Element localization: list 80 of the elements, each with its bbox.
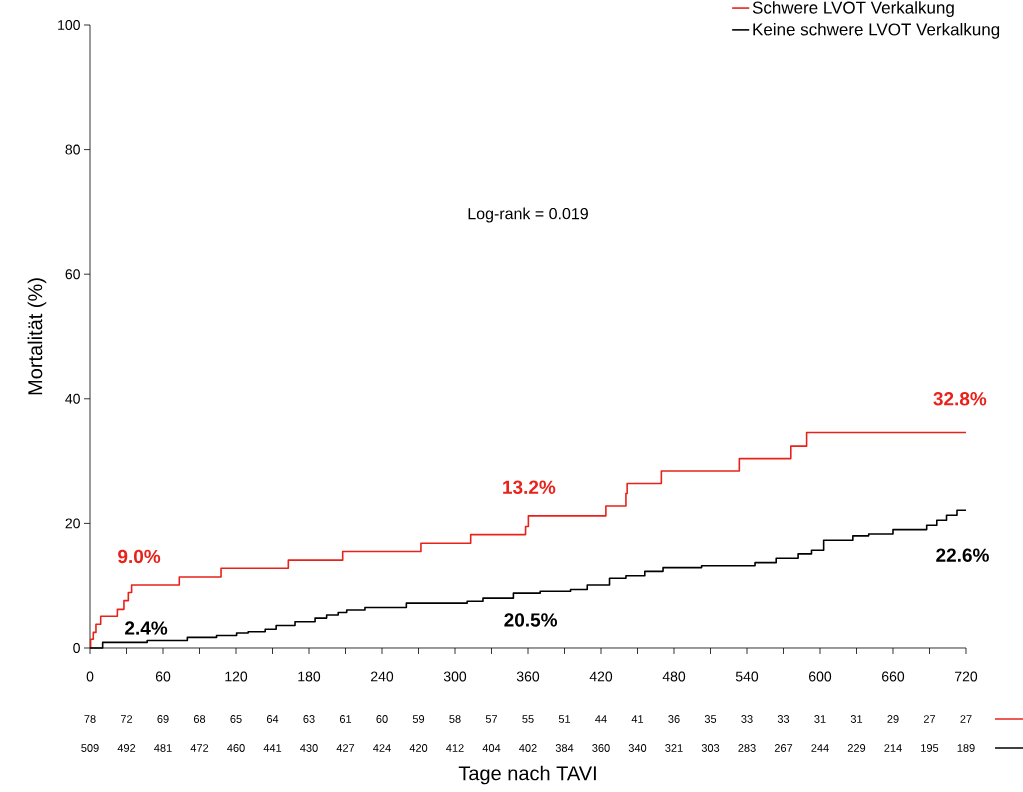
x-tick-label: 0 <box>86 671 94 682</box>
text: 303 <box>701 744 720 752</box>
text: 51 <box>558 715 571 723</box>
text: 33 <box>777 715 790 723</box>
text: 58 <box>449 715 461 723</box>
text: 61 <box>339 715 352 723</box>
text: 57 <box>485 715 498 723</box>
text: 424 <box>373 744 391 752</box>
y-tick-label: 80 <box>65 144 80 155</box>
annotation: 20.5% <box>504 613 558 627</box>
legend-label: Keine schwere LVOT Verkalkung <box>753 22 1000 39</box>
annotation: 2.4% <box>125 621 168 635</box>
text: 214 <box>884 744 902 752</box>
x-tick-label: 600 <box>809 671 832 682</box>
text: 481 <box>154 744 172 752</box>
text: 64 <box>266 715 279 723</box>
x-tick-label: 300 <box>443 671 467 682</box>
text: 460 <box>227 744 245 752</box>
text: 72 <box>120 715 133 723</box>
text: 229 <box>847 744 866 752</box>
x-tick-label: 720 <box>955 671 978 682</box>
y-axis-title: Mortalität (%) <box>27 278 47 395</box>
text: 55 <box>522 715 534 723</box>
text: 65 <box>230 715 242 723</box>
annotation: 22.6% <box>936 548 989 562</box>
annotation: Log-rank = 0.019 <box>468 207 588 223</box>
text: 69 <box>157 715 169 723</box>
y-tick-label: 40 <box>65 393 80 404</box>
text: 41 <box>631 715 644 723</box>
y-tick-label: 0 <box>73 643 80 653</box>
x-tick-label: 180 <box>298 671 321 682</box>
text: 402 <box>519 744 537 752</box>
text: 321 <box>665 744 683 752</box>
text: 63 <box>303 715 315 723</box>
text: 441 <box>263 744 282 752</box>
text: 412 <box>446 744 464 752</box>
annotation: 9.0% <box>118 549 161 564</box>
y-tick-label: 100 <box>58 20 80 30</box>
text: 427 <box>336 744 355 752</box>
text: 420 <box>409 744 428 752</box>
text: 283 <box>738 744 756 752</box>
text: 430 <box>300 744 318 752</box>
text: 509 <box>81 744 99 752</box>
text: 59 <box>412 715 425 723</box>
x-tick-label: 660 <box>882 671 905 682</box>
x-tick-label: 420 <box>589 671 613 682</box>
x-axis-title: Tage nach TAVI <box>458 765 596 785</box>
text: 36 <box>668 715 680 723</box>
y-tick-label: 60 <box>65 269 80 280</box>
text: 267 <box>774 744 793 752</box>
text: 44 <box>595 715 607 723</box>
text: 189 <box>957 744 975 752</box>
y-tick-label: 20 <box>65 518 80 529</box>
text: 60 <box>376 715 388 723</box>
text: 29 <box>887 715 899 723</box>
text: 340 <box>628 744 647 752</box>
text: 244 <box>811 744 829 752</box>
text: 33 <box>741 715 753 723</box>
x-tick-label: 120 <box>225 671 248 682</box>
text: 35 <box>704 715 717 723</box>
text: 31 <box>814 715 826 723</box>
text: 195 <box>921 744 939 752</box>
annotation: 32.8% <box>933 392 987 406</box>
text: 68 <box>193 715 206 723</box>
text: 404 <box>482 744 501 752</box>
annotation: 13.2% <box>503 480 556 495</box>
x-tick-label: 480 <box>662 671 686 682</box>
text: 27 <box>960 715 972 723</box>
x-tick-label: 360 <box>516 671 540 682</box>
text: 31 <box>850 715 863 723</box>
text: 492 <box>117 744 136 752</box>
text: 472 <box>190 744 209 752</box>
text: 78 <box>84 715 96 723</box>
x-tick-label: 240 <box>371 671 394 682</box>
text: 27 <box>923 715 936 723</box>
legend-label: Schwere LVOT Verkalkung <box>752 1 954 18</box>
text: 360 <box>592 744 610 752</box>
x-tick-label: 60 <box>155 671 171 682</box>
text: 384 <box>555 744 574 752</box>
x-tick-label: 540 <box>735 671 759 682</box>
